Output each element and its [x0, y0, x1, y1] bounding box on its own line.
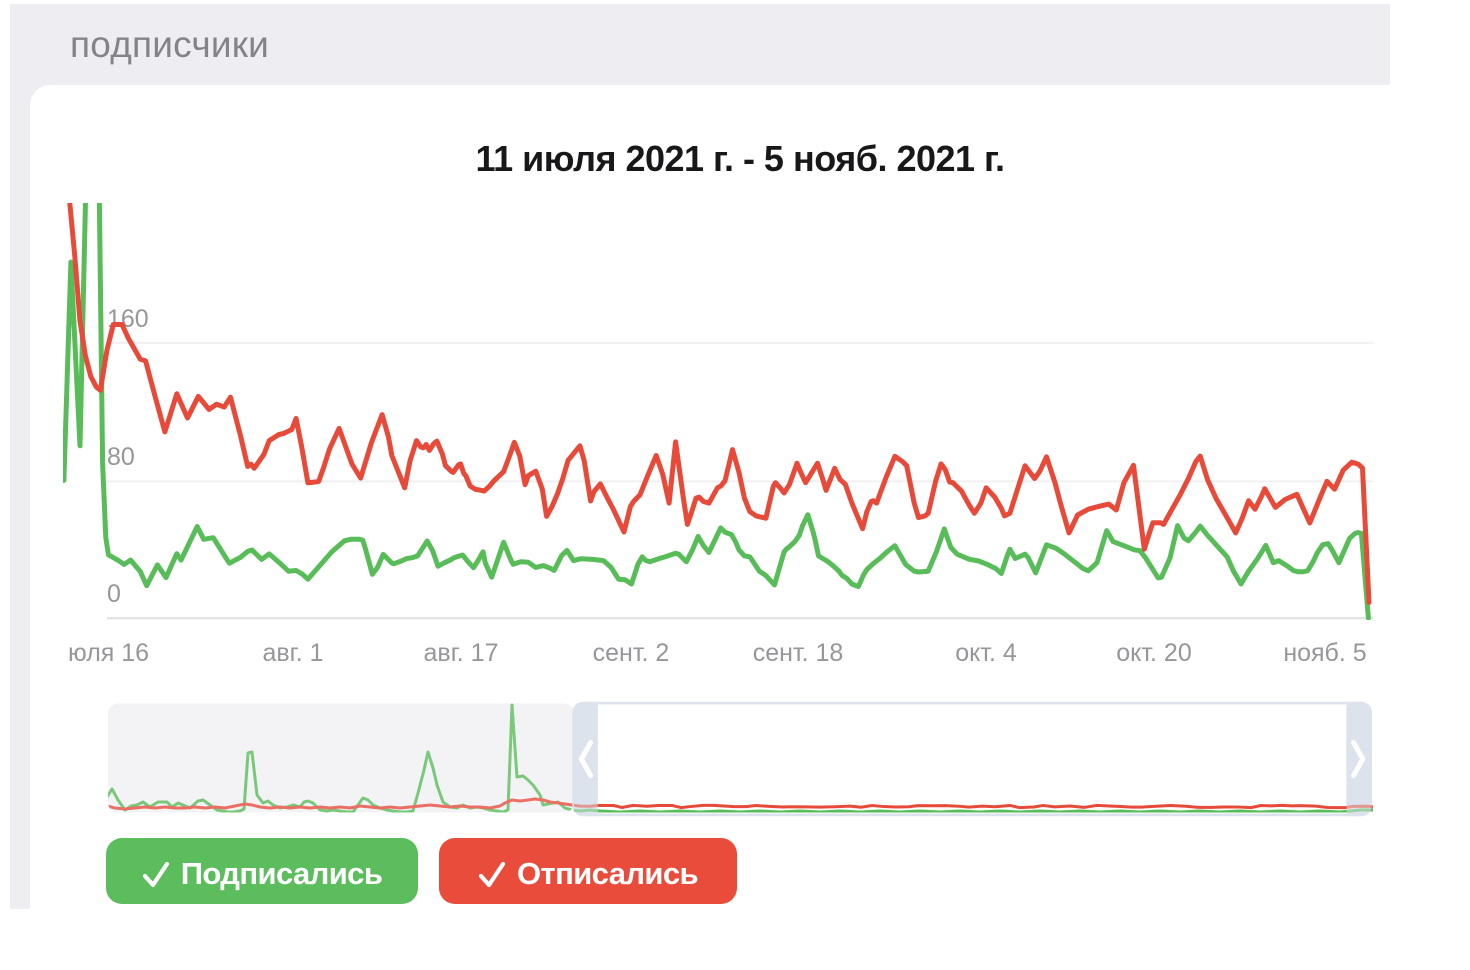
svg-text:нояб. 5: нояб. 5: [1283, 639, 1366, 667]
svg-text:сент. 18: сент. 18: [753, 639, 844, 667]
svg-text:0: 0: [107, 580, 121, 608]
svg-text:окт. 4: окт. 4: [955, 639, 1017, 667]
svg-text:авг. 17: авг. 17: [424, 639, 499, 667]
svg-text:авг. 1: авг. 1: [262, 639, 323, 667]
svg-text:сент. 2: сент. 2: [593, 639, 670, 667]
svg-text:окт. 20: окт. 20: [1116, 639, 1192, 667]
svg-text:80: 80: [107, 443, 135, 471]
svg-text:юля 16: юля 16: [68, 639, 149, 667]
